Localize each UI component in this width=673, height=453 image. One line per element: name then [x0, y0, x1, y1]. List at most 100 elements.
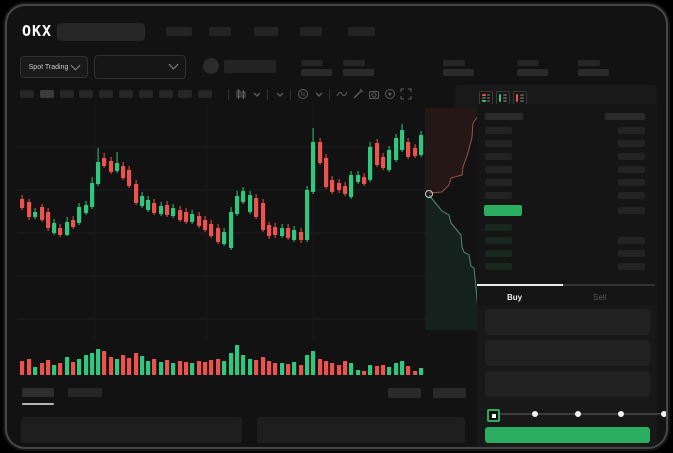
depth-chart[interactable] — [425, 108, 482, 331]
orderbook-header-amount — [605, 113, 645, 120]
brush-icon[interactable] — [352, 88, 364, 100]
bottom-tab[interactable] — [68, 388, 102, 397]
ask-row-amount — [618, 153, 645, 160]
chevron-down-icon[interactable] — [313, 88, 325, 100]
chevron-down-icon[interactable] — [251, 88, 263, 100]
nav-item-placeholder[interactable] — [166, 27, 192, 36]
buy-tab-indicator — [477, 284, 563, 286]
interval-button[interactable] — [198, 90, 213, 98]
icon-detail — [503, 100, 507, 102]
interval-button[interactable] — [79, 90, 94, 98]
interval-button[interactable] — [138, 90, 153, 98]
camera-icon[interactable] — [368, 88, 380, 100]
stat-value-placeholder — [517, 69, 548, 76]
slider-stop[interactable] — [575, 411, 581, 417]
candles-icon[interactable] — [235, 88, 247, 100]
ask-row-amount — [618, 179, 645, 186]
book-asks-icon[interactable] — [513, 91, 527, 105]
svg-text:fx: fx — [301, 92, 306, 98]
app-window: OKX Spot Trading fx Buy Sell — [7, 6, 666, 447]
toolbar-divider — [228, 89, 229, 100]
fullscreen-icon[interactable] — [400, 88, 412, 100]
bid-row-amount — [618, 263, 645, 270]
settings-icon[interactable] — [384, 88, 396, 100]
stat-value-placeholder — [301, 69, 332, 76]
icon-detail — [482, 100, 486, 102]
handle-dot — [491, 413, 496, 418]
slider-handle[interactable] — [487, 409, 500, 422]
bottom-action-placeholder[interactable] — [433, 388, 466, 398]
ask-row-amount — [618, 140, 645, 147]
interval-button[interactable] — [59, 90, 74, 98]
book-both-icon[interactable] — [479, 91, 493, 105]
last-price-amount — [618, 207, 645, 214]
nav-item-placeholder[interactable] — [209, 27, 231, 36]
stat-label-placeholder — [517, 60, 539, 66]
orderbook-header-price — [485, 113, 523, 120]
icon-detail — [516, 94, 518, 102]
ask-row-price[interactable] — [485, 153, 512, 160]
last-price-badge[interactable] — [484, 205, 522, 216]
ask-row-price[interactable] — [485, 166, 512, 173]
stat-label-placeholder — [343, 60, 365, 66]
icon-detail — [482, 97, 486, 99]
tab-buy[interactable]: Buy — [507, 293, 523, 302]
buy-button[interactable] — [485, 427, 650, 443]
icon-detail — [499, 94, 501, 102]
market-type-label: Spot Trading — [28, 63, 69, 71]
volume-chart[interactable] — [17, 337, 427, 375]
interval-button[interactable] — [119, 90, 133, 98]
order-input-field[interactable] — [485, 371, 650, 397]
nav-item-placeholder[interactable] — [300, 27, 322, 36]
icon-detail — [520, 97, 524, 99]
toolbar-divider — [329, 89, 330, 100]
chevron-down-icon[interactable] — [274, 88, 286, 100]
order-input-field[interactable] — [485, 309, 650, 335]
nav-item-placeholder[interactable] — [348, 27, 375, 36]
bid-row-price[interactable] — [485, 250, 512, 257]
ask-row-amount — [618, 127, 645, 134]
nav-item-placeholder[interactable] — [254, 27, 278, 36]
bottom-action-placeholder[interactable] — [388, 388, 421, 398]
interval-button[interactable] — [20, 90, 34, 98]
chevron-down-icon — [70, 60, 81, 71]
slider-stop[interactable] — [532, 411, 538, 417]
bottom-tab[interactable] — [22, 388, 54, 397]
stat-label-placeholder — [578, 60, 600, 66]
order-input-field[interactable] — [485, 340, 650, 366]
line-icon[interactable] — [336, 88, 348, 100]
bottom-panel-placeholder — [21, 417, 242, 443]
indicator-icon[interactable]: fx — [297, 88, 309, 100]
pair-name-placeholder — [224, 60, 276, 73]
bid-row-amount — [618, 237, 645, 244]
tab-sell[interactable]: Sell — [593, 293, 607, 302]
search-input[interactable] — [57, 23, 145, 41]
icon-detail — [487, 100, 490, 102]
ask-row-price[interactable] — [485, 127, 512, 134]
ask-row-price[interactable] — [485, 192, 512, 199]
ask-row-price[interactable] — [485, 179, 512, 186]
bid-row-price[interactable] — [485, 263, 512, 270]
icon-detail — [520, 100, 524, 102]
market-type-dropdown[interactable]: Spot Trading — [20, 56, 88, 78]
bid-row-price[interactable] — [485, 237, 512, 244]
book-bids-icon[interactable] — [496, 91, 510, 105]
bid-row-price[interactable] — [485, 224, 512, 231]
stat-value-placeholder — [578, 69, 609, 76]
interval-button[interactable] — [178, 90, 193, 98]
interval-button[interactable] — [99, 90, 114, 98]
interval-button[interactable] — [39, 90, 54, 98]
okx-logo[interactable]: OKX — [22, 22, 53, 40]
stat-value-placeholder — [443, 69, 474, 76]
pair-select-dropdown[interactable] — [94, 55, 186, 79]
slider-stop[interactable] — [618, 411, 624, 417]
stat-label-placeholder — [443, 60, 465, 66]
candlestick-chart[interactable] — [17, 105, 427, 340]
tab-indicator-track — [477, 284, 655, 286]
ask-row-price[interactable] — [485, 140, 512, 147]
icon-detail — [520, 94, 524, 96]
interval-button[interactable] — [158, 90, 173, 98]
chevron-down-icon — [168, 59, 179, 70]
slider-stop[interactable] — [661, 411, 666, 417]
stat-value-placeholder — [343, 69, 374, 76]
